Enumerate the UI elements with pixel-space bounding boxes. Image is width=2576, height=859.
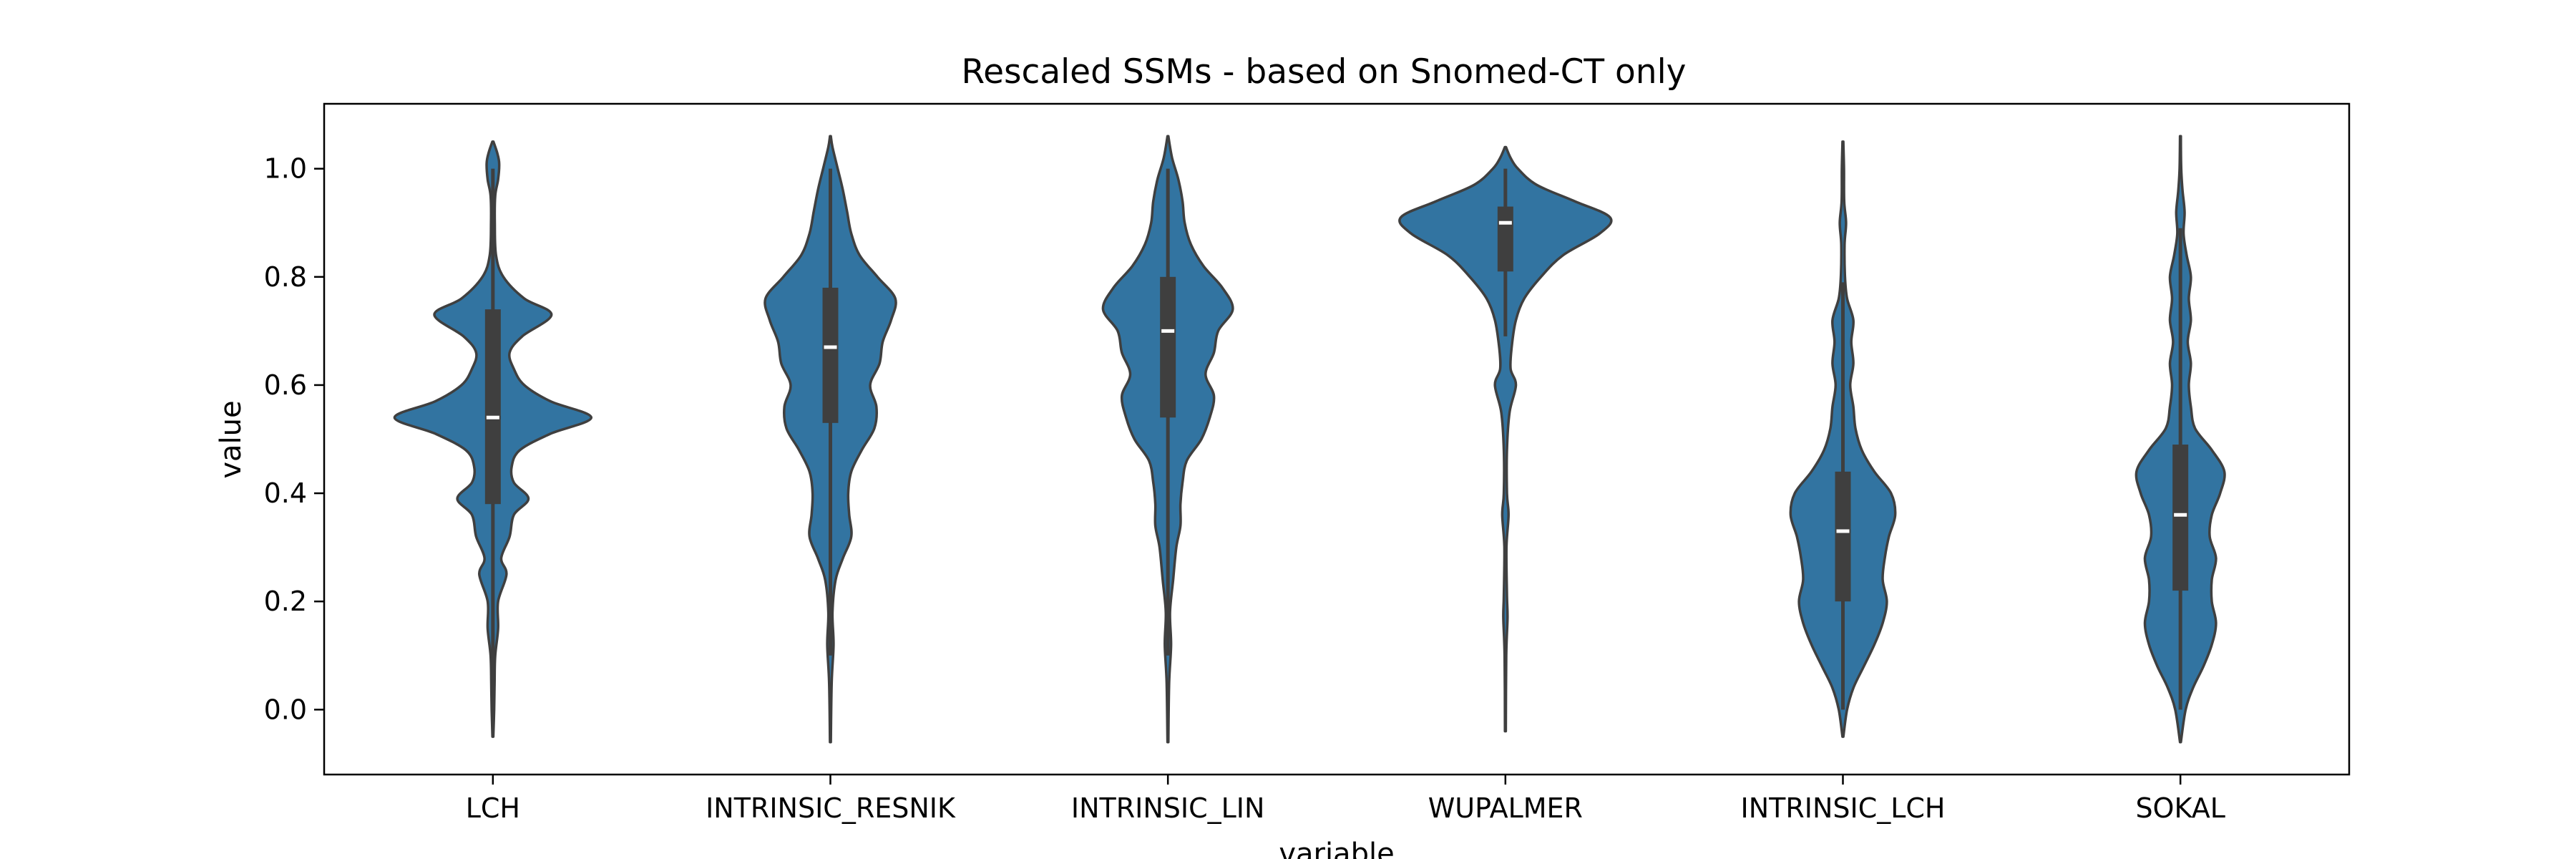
violin-iqr-box — [484, 309, 501, 505]
violin-intrinsic-lin — [1101, 135, 1234, 744]
y-tick-label: 0.2 — [264, 586, 307, 617]
y-tick-label: 0.6 — [264, 369, 307, 401]
x-tick-label: INTRINSIC_RESNIK — [706, 792, 956, 824]
violin-iqr-box — [822, 287, 839, 423]
y-tick-label: 0.4 — [264, 477, 307, 509]
x-axis-label: variable — [1279, 838, 1394, 859]
violin-iqr-box — [1497, 206, 1513, 272]
y-tick-label: 0.0 — [264, 694, 307, 725]
violin-intrinsic-resnik — [763, 135, 897, 744]
x-tick-label: INTRINSIC_LCH — [1740, 792, 1945, 824]
y-tick-label: 1.0 — [264, 153, 307, 185]
y-axis: 0.0 0.2 0.4 0.6 0.8 1.0 — [264, 153, 324, 725]
violin-sokal — [2135, 135, 2226, 744]
x-tick-label: WUPALMER — [1428, 792, 1583, 824]
violin-body — [1398, 145, 1613, 733]
chart-title: Rescaled SSMs - based on Snomed-CT only — [962, 52, 1687, 92]
violin-iqr-box — [1835, 471, 1851, 602]
violin-intrinsic-lch — [1789, 140, 1897, 738]
violin-lch — [393, 140, 593, 738]
x-tick-label: INTRINSIC_LIN — [1071, 792, 1265, 824]
y-tick-label: 0.8 — [264, 261, 307, 293]
x-tick-label: LCH — [466, 792, 520, 824]
x-tick-label: SOKAL — [2135, 792, 2225, 824]
violins-layer — [393, 135, 2226, 744]
violin-iqr-box — [1160, 276, 1176, 418]
y-axis-label: value — [215, 400, 248, 478]
violin-wupalmer — [1398, 145, 1613, 733]
plot-frame — [323, 102, 2351, 776]
violin-iqr-box — [2172, 445, 2189, 591]
x-axis: LCH INTRINSIC_RESNIK INTRINSIC_LIN WUPALMER… — [466, 775, 2225, 824]
